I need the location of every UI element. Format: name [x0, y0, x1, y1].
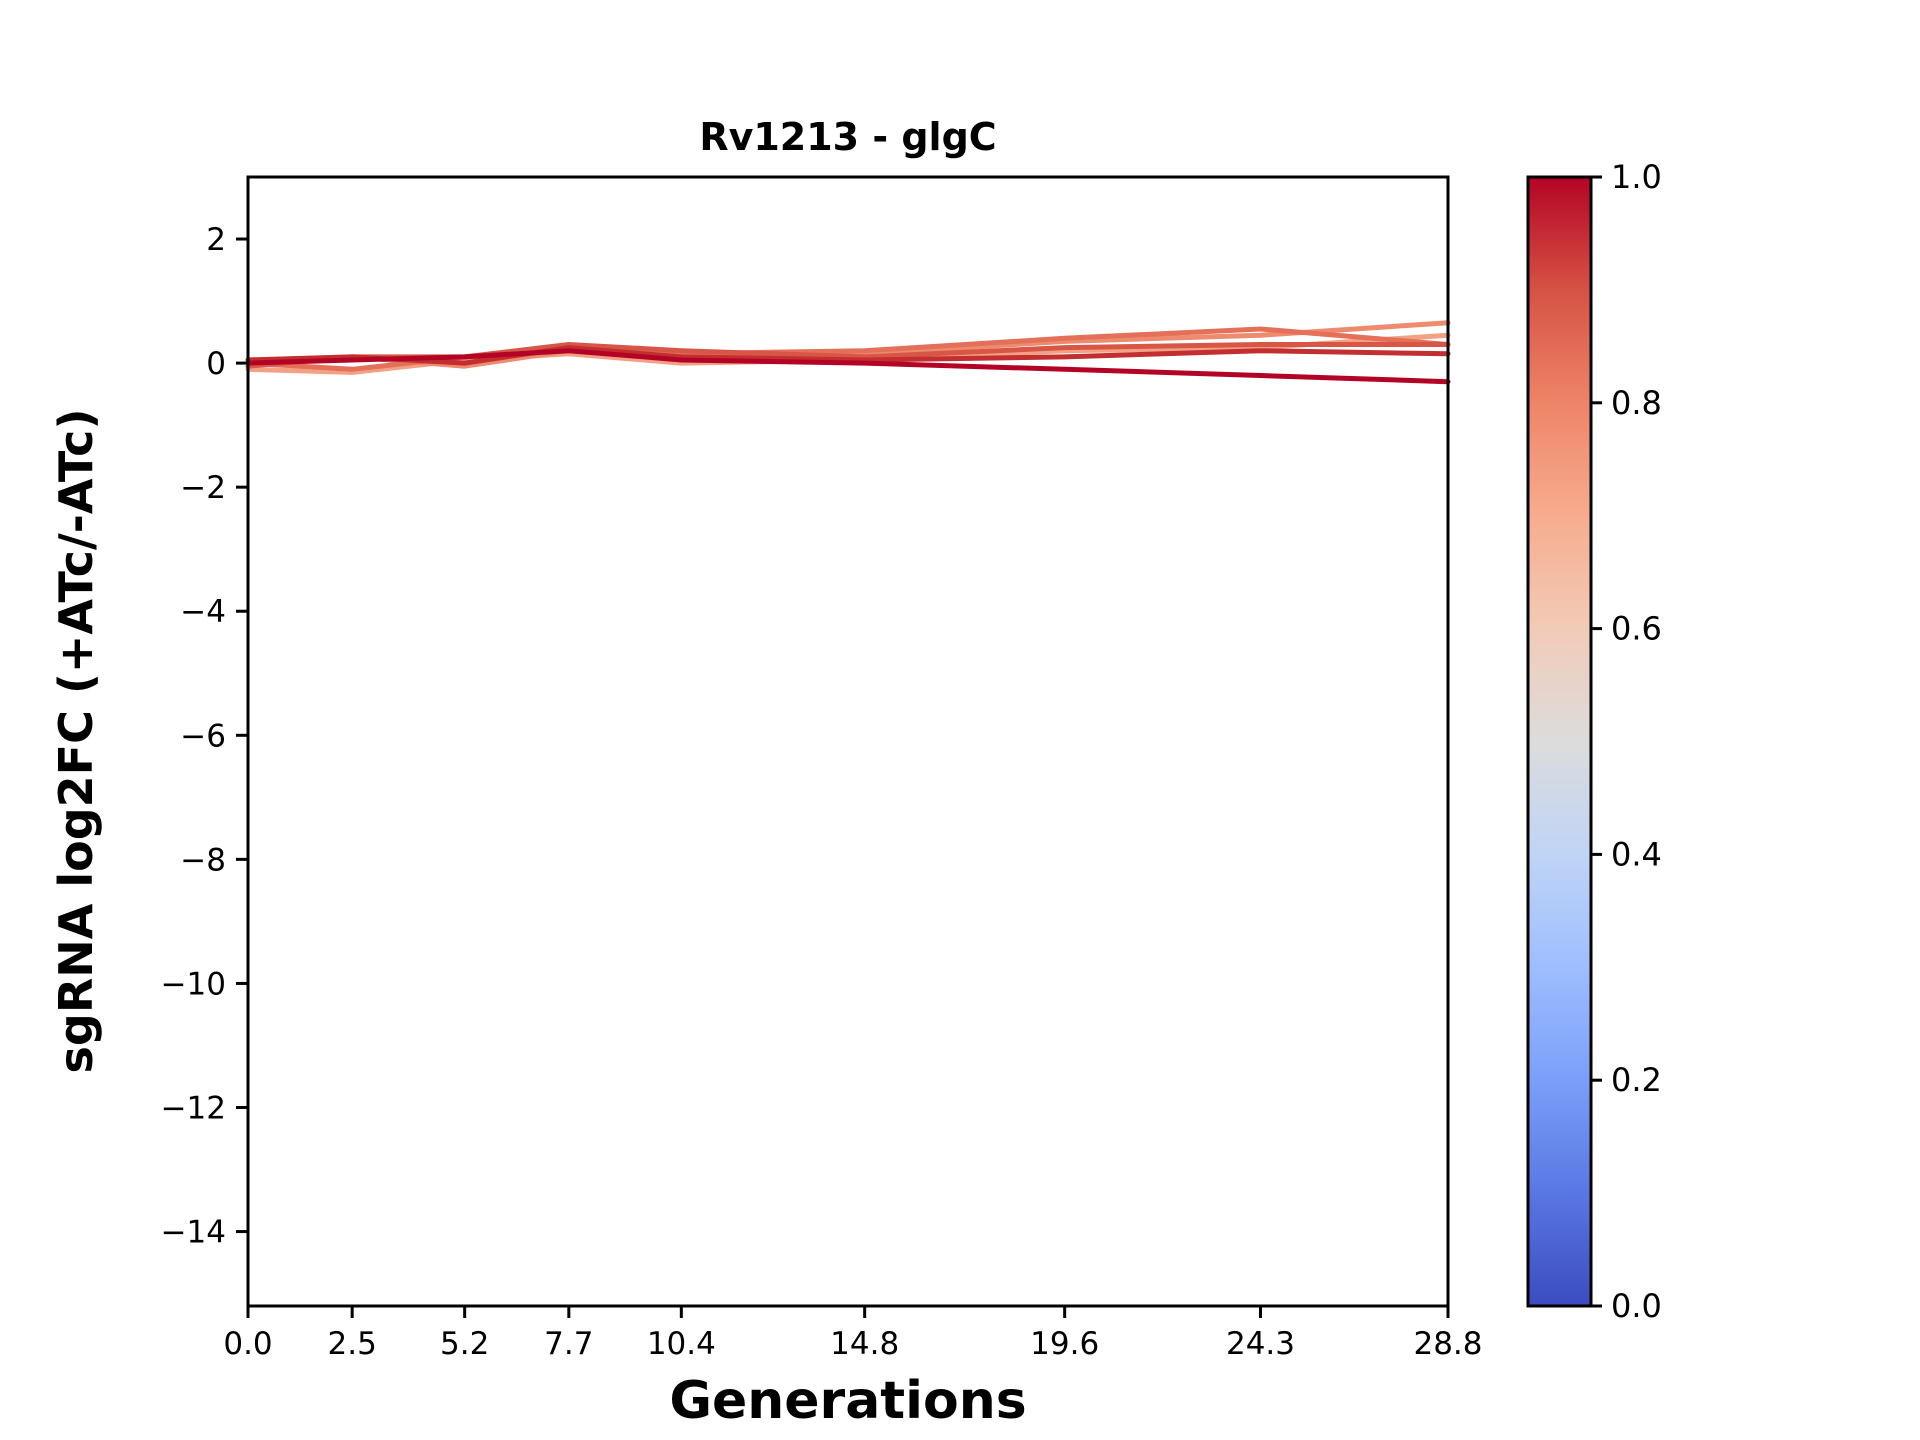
colorbar-tick-label: 0.8	[1611, 384, 1662, 422]
y-tick-label: −6	[180, 718, 226, 754]
x-tick-label: 14.8	[830, 1326, 899, 1362]
y-tick-label: 0	[206, 346, 226, 382]
chart-title: Rv1213 - glgC	[699, 115, 996, 159]
series-line-sgRNA-6	[245, 348, 1451, 385]
axes-frame	[246, 175, 1450, 1308]
x-tick-label: 5.2	[440, 1326, 489, 1362]
x-axis-label: Generations	[669, 1371, 1026, 1431]
y-tick-label: −2	[180, 470, 226, 506]
colorbar-tick-label: 0.2	[1611, 1061, 1662, 1099]
x-tick-label: 28.8	[1413, 1326, 1482, 1362]
y-tick-label: −4	[180, 594, 226, 630]
colorbar-frame	[1526, 175, 1593, 1308]
colorbar-tick-label: 0.4	[1611, 835, 1662, 873]
y-tick-label: −10	[161, 966, 226, 1002]
series-line-sgRNA-1	[245, 332, 1451, 375]
x-tick-label: 0.0	[223, 1326, 272, 1362]
x-tick-label: 2.5	[328, 1326, 377, 1362]
y-tick-label: −8	[180, 842, 226, 878]
colorbar-tick-label: 0.6	[1611, 610, 1662, 648]
colorbar-tick-label: 0.0	[1611, 1287, 1662, 1325]
colorbar	[1528, 177, 1591, 1306]
y-axis-label: sgRNA log2FC (+ATc/-ATc)	[49, 409, 103, 1074]
y-tick-label: −14	[161, 1215, 226, 1251]
y-tick-label: −12	[161, 1090, 226, 1126]
colorbar-tick-label: 1.0	[1611, 158, 1662, 196]
x-tick-label: 24.3	[1226, 1326, 1295, 1362]
x-tick-label: 7.7	[544, 1326, 593, 1362]
x-tick-label: 19.6	[1030, 1326, 1099, 1362]
series-line-sgRNA-3	[245, 326, 1451, 372]
y-tick-label: 2	[206, 222, 226, 258]
x-tick-label: 10.4	[647, 1326, 716, 1362]
